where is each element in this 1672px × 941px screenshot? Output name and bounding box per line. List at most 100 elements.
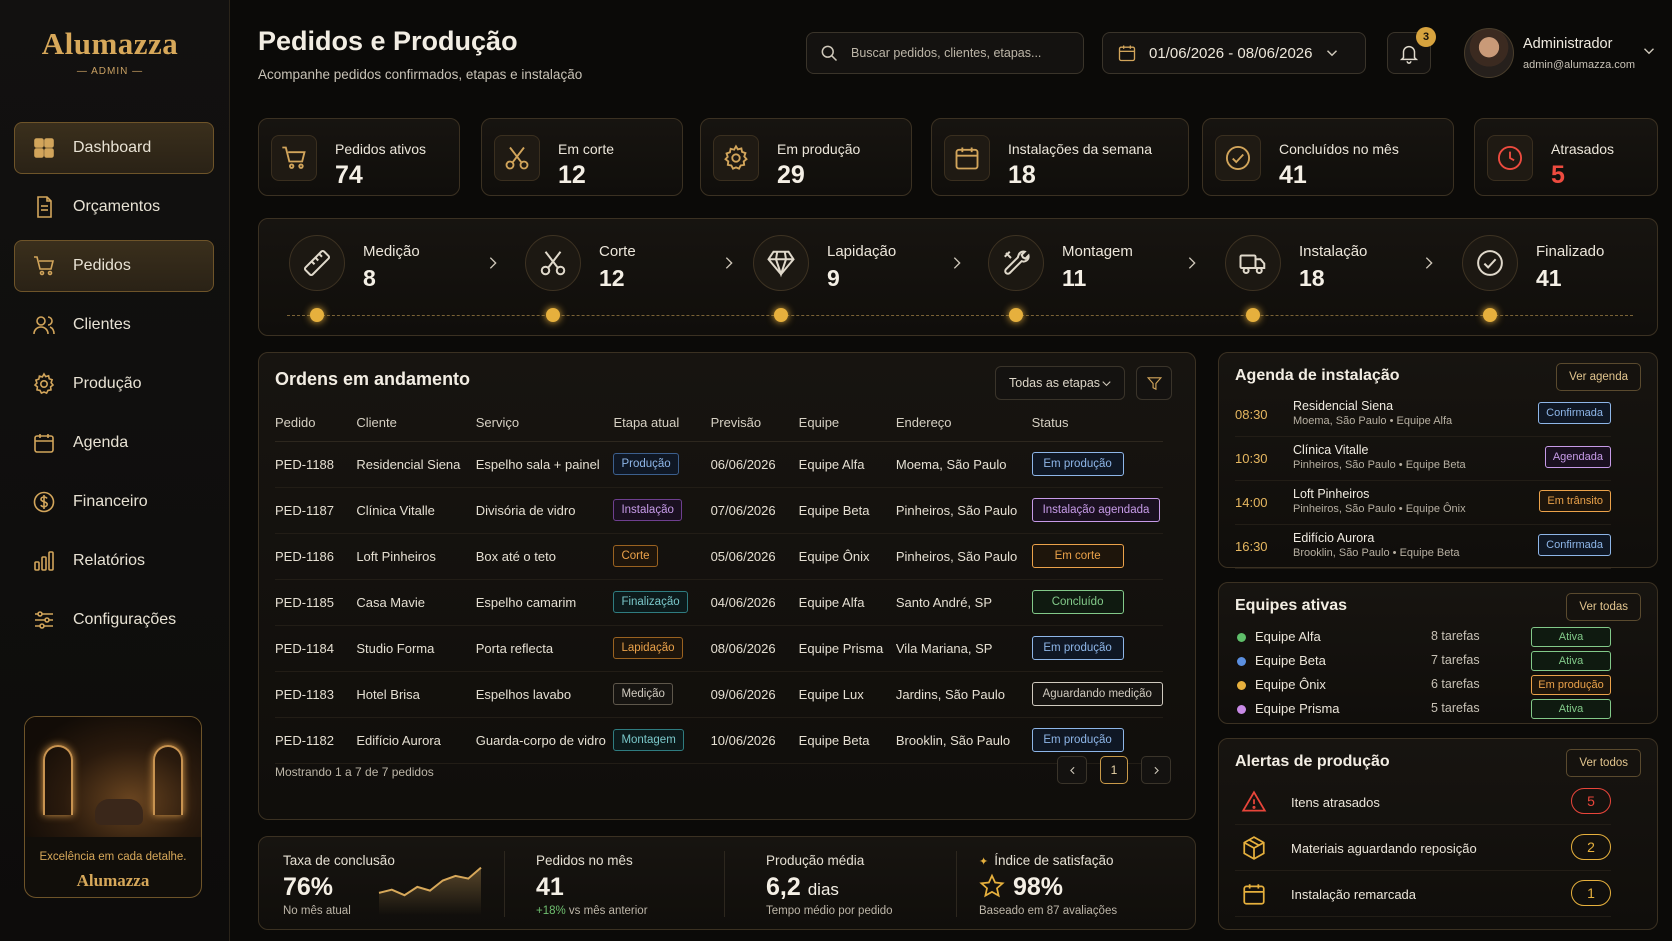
table-row[interactable]: PED-1184 Studio Forma Porta reflecta Lap… (275, 625, 1163, 672)
alert-count: 5 (1571, 788, 1611, 814)
agenda-item[interactable]: 10:30 Clínica Vitalle Pinheiros, São Pau… (1235, 437, 1611, 481)
search-box[interactable] (806, 32, 1084, 74)
document-icon (37, 196, 52, 218)
stage-chip: Montagem (613, 729, 684, 751)
chevron-right-icon (1188, 257, 1196, 269)
pipeline-stage[interactable]: Finalizado 41 (1462, 235, 1642, 305)
nav-icon-wrap (31, 489, 57, 515)
table-body: PED-1188 Residencial Siena Espelho sala … (275, 441, 1163, 764)
stat-card[interactable]: Concluídos no mês 41 (1202, 118, 1454, 196)
view-all-alerts-button[interactable]: Ver todos (1566, 749, 1641, 777)
page-subtitle: Acompanhe pedidos confirmados, etapas e … (258, 67, 583, 82)
metric-avg-production: Produção média 6,2 dias Tempo médio por … (766, 837, 956, 931)
notifications-button[interactable]: 3 (1387, 27, 1436, 74)
view-agenda-button[interactable]: Ver agenda (1556, 363, 1641, 391)
table-row[interactable]: PED-1186 Loft Pinheiros Box até o teto C… (275, 533, 1163, 580)
user-name: Administrador (1523, 36, 1613, 52)
stat-card[interactable]: Em produção 29 (700, 118, 912, 196)
check-circle-icon (1477, 250, 1503, 276)
pipeline-stage[interactable]: Medição 8 (289, 235, 469, 305)
sidebar-item-orcamentos[interactable]: Orçamentos (14, 181, 214, 233)
order-forecast: 10/06/2026 (710, 717, 799, 764)
table-row[interactable]: PED-1183 Hotel Brisa Espelhos lavabo Med… (275, 671, 1163, 718)
order-team: Equipe Alfa (798, 579, 896, 626)
agenda-details: Pinheiros, São Paulo • Equipe Beta (1293, 459, 1466, 471)
status-badge: Concluído (1031, 590, 1124, 614)
chevron-right-icon (1425, 257, 1433, 269)
sidebar-item-agenda[interactable]: Agenda (14, 417, 214, 469)
metric-note: No mês atual (283, 905, 351, 917)
stage-icon-wrap (988, 235, 1044, 291)
orders-title: Ordens em andamento (275, 369, 471, 389)
prev-page-button[interactable] (1057, 756, 1087, 784)
team-item[interactable]: Equipe Ônix 6 tarefas Em produção (1235, 675, 1611, 697)
team-item[interactable]: Equipe Beta 7 tarefas Ativa (1235, 651, 1611, 673)
alert-item[interactable]: Itens atrasados 5 (1235, 781, 1611, 825)
diamond-icon (767, 250, 795, 278)
sidebar-item-label: Clientes (73, 316, 131, 333)
order-service: Espelhos lavabo (475, 671, 614, 718)
order-id: PED-1187 (275, 487, 357, 534)
status-badge: Aguardando medição (1031, 682, 1163, 706)
alert-item[interactable]: Instalação remarcada 1 (1235, 873, 1611, 917)
team-tasks: 5 tarefas (1431, 701, 1480, 715)
stage-label: Corte (599, 243, 636, 260)
view-all-teams-button[interactable]: Ver todas (1566, 593, 1641, 621)
alert-label: Materiais aguardando reposição (1291, 841, 1477, 856)
order-address: Pinheiros, São Paulo (895, 487, 1032, 534)
pipeline-dot (774, 308, 788, 322)
scissors-icon (540, 251, 566, 276)
pipeline-stage[interactable]: Instalação 18 (1225, 235, 1405, 305)
date-range-picker[interactable]: 01/06/2026 - 08/06/2026 (1102, 32, 1366, 74)
alert-item[interactable]: Materiais aguardando reposição 2 (1235, 827, 1611, 871)
agenda-client: Loft Pinheiros (1293, 487, 1370, 501)
stat-icon-wrap (494, 135, 540, 181)
stage-icon-wrap (753, 235, 809, 291)
nav-icon-wrap (31, 253, 57, 279)
order-stage-cell: Corte (613, 533, 711, 580)
metric-value-number: 6,2 (766, 873, 801, 901)
table-row[interactable]: PED-1188 Residencial Siena Espelho sala … (275, 441, 1163, 488)
sidebar-item-financeiro[interactable]: Financeiro (14, 476, 214, 528)
agenda-item[interactable]: 14:00 Loft Pinheiros Pinheiros, São Paul… (1235, 481, 1611, 525)
search-input[interactable] (851, 46, 1071, 60)
logo[interactable]: Alumazza — ADMIN — (0, 26, 220, 77)
order-forecast: 04/06/2026 (710, 579, 799, 626)
table-row[interactable]: PED-1187 Clínica Vitalle Divisória de vi… (275, 487, 1163, 534)
stat-card[interactable]: Atrasados 5 (1474, 118, 1658, 196)
order-service: Espelho camarim (475, 579, 614, 626)
stat-card[interactable]: Pedidos ativos 74 (258, 118, 460, 196)
sidebar-item-relatorios[interactable]: Relatórios (14, 535, 214, 587)
stat-icon-wrap (713, 135, 759, 181)
order-id: PED-1186 (275, 533, 357, 580)
agenda-item[interactable]: 16:30 Edifício Aurora Brooklin, São Paul… (1235, 525, 1611, 569)
table-row[interactable]: PED-1185 Casa Mavie Espelho camarim Fina… (275, 579, 1163, 626)
sidebar-item-pedidos[interactable]: Pedidos (14, 240, 214, 292)
team-item[interactable]: Equipe Prisma 5 tarefas Ativa (1235, 699, 1611, 721)
sidebar-item-clientes[interactable]: Clientes (14, 299, 214, 351)
sidebar-item-dashboard[interactable]: Dashboard (14, 122, 214, 174)
promo-image (25, 717, 201, 837)
pipeline-stage[interactable]: Montagem 11 (988, 235, 1168, 305)
page-button-1[interactable]: 1 (1100, 756, 1128, 784)
order-id: PED-1184 (275, 625, 357, 672)
agenda-item[interactable]: 08:30 Residencial Siena Moema, São Paulo… (1235, 393, 1611, 437)
sidebar-item-configuracoes[interactable]: Configurações (14, 594, 214, 646)
pipeline-stage[interactable]: Corte 12 (525, 235, 705, 305)
next-page-button[interactable] (1141, 756, 1171, 784)
user-menu[interactable]: Administrador admin@alumazza.com (1464, 28, 1664, 78)
team-item[interactable]: Equipe Alfa 8 tarefas Ativa (1235, 627, 1611, 649)
table-row[interactable]: PED-1182 Edifício Aurora Guarda-corpo de… (275, 717, 1163, 764)
sidebar-item-producao[interactable]: Produção (14, 358, 214, 410)
stat-card[interactable]: Em corte 12 (481, 118, 683, 196)
stage-filter-select[interactable]: Todas as etapas (995, 366, 1125, 400)
stat-icon-wrap (1215, 135, 1261, 181)
order-stage-cell: Finalização (613, 579, 711, 626)
pipeline-stage[interactable]: Lapidação 9 (753, 235, 933, 305)
stage-label: Finalizado (1536, 243, 1605, 260)
metric-value: 76% (283, 873, 334, 901)
calendar-icon (1243, 884, 1265, 905)
check-circle-icon (1225, 145, 1251, 171)
stat-card[interactable]: Instalações da semana 18 (931, 118, 1189, 196)
filter-button[interactable] (1136, 366, 1172, 400)
